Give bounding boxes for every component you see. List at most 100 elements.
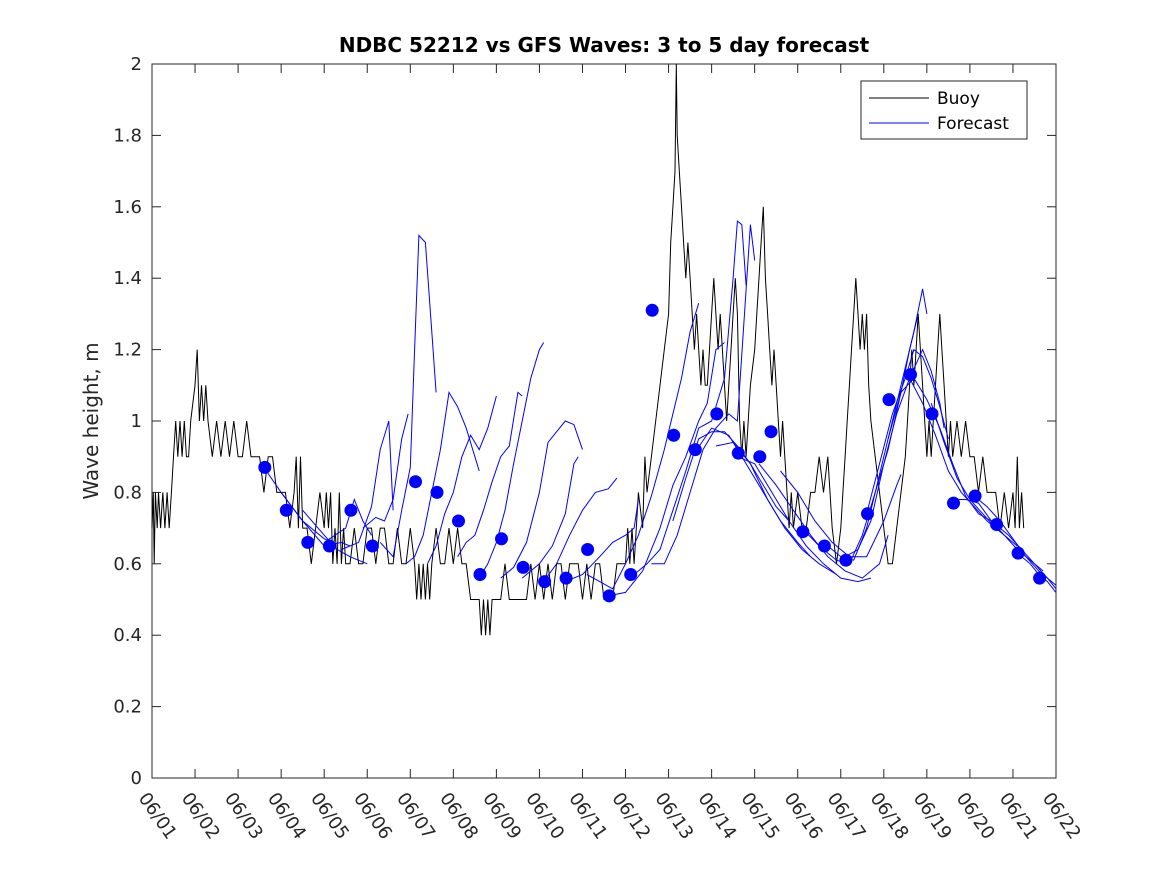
x-tick-label: 06/21: [995, 789, 1042, 844]
y-tick-label: 1.8: [113, 125, 142, 146]
legend-forecast-label: Forecast: [937, 114, 1009, 134]
y-tick-label: 0.8: [113, 482, 142, 503]
y-tick-label: 0: [131, 768, 142, 789]
forecast-point: [258, 460, 272, 474]
y-tick-label: 1.6: [113, 197, 142, 218]
forecast-point: [753, 450, 767, 464]
y-tick-label: 1: [131, 411, 142, 432]
forecast-point: [322, 539, 336, 553]
legend-box: [860, 80, 1028, 140]
forecast-points: [258, 303, 1047, 603]
y-tick-label: 1.4: [113, 268, 142, 289]
x-tick-label: 06/02: [177, 789, 224, 844]
forecast-point: [473, 568, 487, 581]
forecast-series: [263, 220, 1057, 597]
forecast-line: [379, 234, 437, 558]
forecast-point: [688, 443, 702, 457]
forecast-point: [990, 518, 1004, 531]
forecast-line: [715, 441, 837, 575]
plot-frame: [151, 63, 1057, 779]
forecast-point: [925, 407, 939, 421]
y-tick-label: 0.4: [113, 625, 142, 646]
x-tick-label: 06/04: [263, 789, 310, 844]
x-tick-label: 06/19: [909, 789, 956, 844]
x-tick-label: 06/14: [694, 789, 741, 844]
forecast-line: [586, 303, 700, 590]
forecast-point: [882, 393, 896, 407]
y-tick-label: 2: [131, 54, 142, 75]
legend-buoy-label: Buoy: [937, 89, 980, 109]
forecast-line: [866, 348, 949, 514]
forecast-point: [409, 475, 422, 489]
forecast-point: [817, 539, 831, 553]
forecast-point: [516, 560, 530, 574]
x-tick-label: 06/06: [349, 789, 396, 844]
forecast-point: [839, 553, 853, 567]
forecast-point: [764, 425, 778, 439]
forecast-point: [365, 539, 379, 553]
forecast-line: [362, 413, 409, 529]
forecast-point: [559, 571, 573, 585]
forecast-line: [521, 456, 579, 579]
x-tick-label: 06/05: [306, 789, 353, 844]
forecast-point: [495, 532, 508, 546]
forecast-point: [1011, 546, 1025, 560]
plot-area: [151, 63, 1057, 779]
forecast-line: [500, 420, 583, 579]
legend: Buoy Forecast: [860, 80, 1028, 140]
buoy-series: [151, 63, 1025, 636]
forecast-point: [279, 503, 293, 517]
forecast-point: [904, 368, 917, 382]
y-axis: 0 0.2 0.4 0.6 0.8 1 1.2 1.4 1.6 1.8 2: [113, 54, 1056, 789]
x-tick-label: 06/07: [392, 789, 439, 844]
forecast-point: [968, 489, 982, 503]
forecast-point: [861, 507, 874, 521]
y-axis-label: Wave height, m: [79, 342, 103, 499]
forecast-point: [1033, 571, 1047, 585]
forecast-line: [844, 348, 945, 558]
forecast-line: [608, 342, 725, 597]
forecast-line: [427, 395, 497, 565]
forecast-line: [737, 456, 872, 583]
forecast-line: [341, 420, 394, 550]
x-tick-label: 06/03: [220, 789, 267, 844]
forecast-line: [629, 220, 747, 579]
forecast-point: [667, 428, 681, 442]
forecast-point: [430, 485, 444, 499]
forecast-line: [651, 224, 756, 565]
forecast-point: [538, 575, 552, 589]
x-tick-label: 06/13: [650, 789, 697, 844]
forecast-point: [581, 543, 595, 556]
x-tick-label: 06/15: [737, 789, 784, 844]
forecast-point: [710, 407, 724, 421]
x-tick-label: 06/20: [952, 789, 999, 844]
forecast-line: [543, 477, 618, 582]
forecast-line: [693, 427, 811, 558]
forecast-point: [602, 589, 616, 603]
x-tick-label: 06/22: [1038, 789, 1085, 844]
forecast-point: [452, 514, 465, 528]
x-tick-label: 06/01: [134, 789, 181, 844]
x-tick-label: 06/10: [521, 789, 568, 844]
y-tick-label: 1.2: [113, 340, 142, 361]
forecast-line: [909, 377, 997, 529]
forecast-point: [731, 446, 745, 460]
x-tick-label: 06/16: [780, 789, 827, 844]
x-tick-label: 06/12: [607, 789, 654, 844]
forecast-line: [758, 463, 889, 579]
y-tick-label: 0.6: [113, 554, 142, 575]
y-tick-label: 0.2: [113, 697, 142, 718]
forecast-point: [947, 496, 960, 510]
x-tick-label: 06/11: [564, 789, 611, 844]
forecast-point: [645, 303, 659, 317]
forecast-line: [565, 499, 639, 583]
chart-title: NDBC 52212 vs GFS Waves: 3 to 5 day fore…: [339, 33, 870, 57]
x-tick-label: 06/09: [478, 789, 525, 844]
forecast-point: [796, 525, 810, 539]
x-tick-label: 06/18: [866, 789, 913, 844]
x-tick-label: 06/17: [823, 789, 870, 844]
forecast-point: [301, 535, 315, 549]
forecast-line: [405, 390, 480, 565]
forecast-line: [302, 509, 368, 565]
